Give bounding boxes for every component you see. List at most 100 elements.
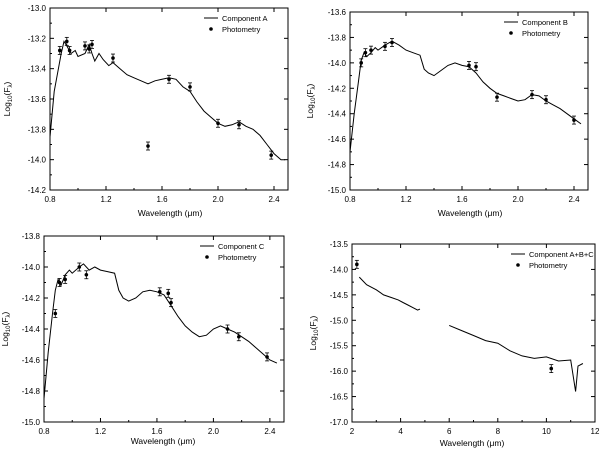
x-tick-label: 1.6 (156, 195, 168, 204)
y-axis-label-part: λ (314, 318, 320, 321)
photometry-point (269, 153, 274, 157)
chart-panel-1: 0.8 1.2 1.6 2.0 2.4 -14.2 -14.0 -13.8 -13.6 -13.4… (2, 4, 289, 218)
y-axis-label: Log10(Fλ) (308, 315, 320, 350)
plot-frame (49, 7, 289, 191)
x-tick-label: 2.4 (268, 195, 280, 204)
legend-point-swatch (516, 263, 520, 267)
y-tick-label: -14.4 (22, 325, 41, 334)
photometry-point (146, 144, 150, 148)
y-tick-label: -14.0 (22, 263, 41, 272)
y-tick-label: -13.0 (28, 4, 47, 13)
y-axis-label-part: λ (311, 86, 317, 89)
x-tick-label: 0.8 (344, 195, 356, 204)
photometry-point (474, 64, 478, 69)
y-tick-label: -14.8 (328, 161, 347, 170)
photometry-point (53, 311, 58, 316)
y-axis-label: Log10(Fλ) (305, 83, 317, 118)
y-axis-label-part: Log (2, 102, 12, 116)
photometry-point (265, 355, 269, 359)
y-tick-label: -13.2 (28, 34, 47, 43)
y-axis-label: Log10(Fλ) (2, 81, 14, 116)
x-tick-label: 0.8 (44, 195, 56, 204)
y-tick-label: -13.8 (28, 125, 47, 134)
legend-point-swatch (209, 27, 213, 31)
legend-point-label: Photometry (218, 253, 257, 262)
legend-line-label: Component A+B+C (529, 250, 594, 259)
y-tick-label: -14.2 (28, 186, 47, 195)
photometry-point (495, 95, 499, 99)
y-axis-label-part: (F (308, 321, 318, 329)
photometry-point (383, 44, 387, 49)
photometry-point (549, 366, 554, 371)
x-tick-label: 2.0 (212, 195, 224, 204)
photometry-point (544, 97, 548, 102)
y-tick-label: -14.0 (330, 265, 349, 274)
photometry-point (65, 39, 69, 44)
photometry-point (57, 280, 62, 285)
y-tick-label: -14.2 (22, 294, 41, 303)
y-axis-label-part: Log (308, 336, 318, 350)
series-line-1 (43, 263, 278, 399)
photometry-point (355, 262, 359, 267)
y-axis-label-part: 10 (314, 329, 320, 336)
photometry-point (166, 291, 171, 296)
photometry-point (363, 50, 368, 55)
photometry-point (216, 121, 220, 126)
legend-line-label: Component B (522, 18, 568, 27)
y-tick-label: -13.6 (28, 95, 47, 104)
y-axis-label: Log10(Fλ) (0, 311, 12, 346)
y-tick-label: -14.0 (328, 59, 347, 68)
legend-point-swatch (205, 255, 209, 259)
x-tick-label: 1.6 (151, 427, 163, 436)
y-axis-label-part: ) (308, 315, 318, 318)
x-tick-label: 2.0 (208, 427, 220, 436)
x-tick-label: 4 (398, 427, 403, 436)
y-tick-label: -14.2 (328, 84, 347, 93)
y-tick-label: -13.8 (22, 232, 41, 241)
legend-point-label: Photometry (529, 261, 568, 270)
y-tick-label: -13.4 (28, 65, 47, 74)
photometry-point (237, 334, 241, 339)
photometry-point (58, 48, 62, 53)
y-tick-label: -14.6 (22, 356, 41, 365)
y-tick-label: -16.5 (330, 393, 349, 402)
series-line-2 (449, 324, 584, 392)
x-axis-label: Wavelength (μm) (131, 436, 196, 446)
y-tick-label: -16.0 (330, 367, 349, 376)
y-axis-label-part: ) (2, 81, 12, 84)
y-tick-label: -13.6 (328, 8, 347, 17)
photometry-point (83, 44, 87, 48)
legend-line-label: Component A (222, 14, 267, 23)
y-axis-label-part: 10 (311, 97, 317, 104)
photometry-point (67, 48, 72, 53)
photometry-point (90, 42, 94, 47)
photometry-point (111, 56, 115, 60)
x-tick-label: 12 (591, 427, 600, 436)
x-tick-label: 1.2 (95, 427, 107, 436)
plot-frame (349, 11, 589, 191)
y-axis-label-part: λ (6, 314, 12, 317)
y-axis-label-part: (F (305, 89, 315, 97)
y-tick-label: -15.0 (22, 418, 41, 427)
plot-frame (351, 243, 596, 423)
y-axis-label-part: ) (0, 311, 10, 314)
photometry-point (225, 327, 230, 331)
photometry-point (87, 47, 91, 51)
y-tick-label: -17.0 (330, 418, 349, 427)
x-axis-label: Wavelength (μm) (138, 208, 203, 218)
y-tick-label: -14.5 (330, 291, 349, 300)
y-tick-label: -13.8 (328, 33, 347, 42)
y-axis-label-part: Log (305, 104, 315, 118)
x-tick-label: 8 (496, 427, 501, 436)
x-tick-label: 2.4 (264, 427, 276, 436)
y-tick-label: -15.5 (330, 342, 349, 351)
photometry-point (77, 265, 82, 269)
y-tick-label: -15.0 (330, 316, 349, 325)
y-tick-label: -15.0 (328, 186, 347, 195)
chart-panel-3: 0.8 1.2 1.6 2.0 2.4 -15.0 -14.8 -14.6 -14.4 -14.2… (0, 232, 285, 446)
y-tick-label: -14.8 (22, 387, 41, 396)
photometry-point (169, 300, 173, 305)
photometry-point (188, 85, 192, 89)
y-axis-label-part: ) (305, 83, 315, 86)
